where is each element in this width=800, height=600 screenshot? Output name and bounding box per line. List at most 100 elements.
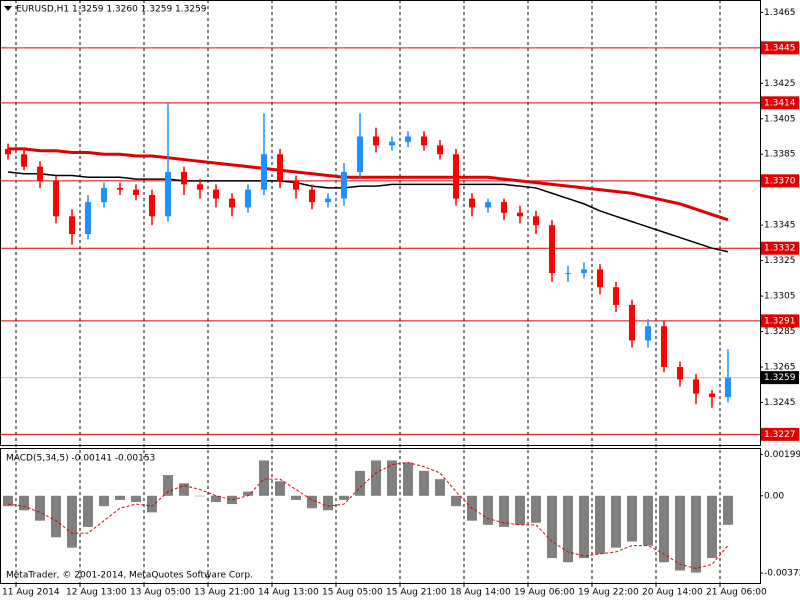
candle-body — [149, 195, 155, 217]
macd-bar — [51, 495, 61, 538]
macd-bar — [35, 495, 45, 521]
x-tick-label: 19 Aug 06:00 — [514, 588, 575, 598]
macd-bar — [179, 483, 189, 496]
macd-bar — [675, 495, 685, 571]
candle-body — [117, 187, 123, 190]
candle-body — [677, 366, 683, 380]
macd-bar — [163, 475, 173, 496]
macd-bar — [483, 495, 493, 525]
y-tick-label: 1.3265 — [764, 362, 796, 372]
candle-body — [485, 202, 491, 208]
macd-bar — [147, 495, 157, 513]
candle-body — [5, 148, 11, 155]
macd-bar — [627, 495, 637, 542]
level-label: 1.3414 — [764, 98, 796, 108]
candle-body — [565, 273, 571, 275]
level-label: 1.3332 — [764, 244, 796, 254]
macd-bar — [243, 491, 253, 496]
candle-body — [597, 269, 603, 288]
candle-body — [549, 225, 555, 274]
macd-bar — [307, 495, 317, 509]
macd-title: MACD(5,34,5) -0.00141 -0.00153 — [6, 454, 155, 464]
y-tick-label: 1.3405 — [764, 114, 796, 124]
x-tick-label: 15 Aug 05:00 — [322, 588, 383, 598]
macd-bar — [227, 495, 237, 505]
candle-body — [453, 154, 459, 199]
candle-body — [389, 141, 395, 146]
candle-body — [533, 216, 539, 226]
macd-bar — [291, 495, 301, 500]
candle-body — [469, 198, 475, 208]
candle-body — [101, 187, 107, 203]
macd-bar — [499, 495, 509, 527]
level-box — [761, 41, 799, 55]
macd-bar — [451, 495, 461, 507]
x-tick-label: 19 Aug 22:00 — [578, 588, 639, 598]
candle-body — [277, 154, 283, 181]
x-tick-label: 12 Aug 13:00 — [66, 588, 127, 598]
moving-average — [7, 171, 729, 253]
candle-body — [517, 212, 523, 217]
y-tick-label: 1.3425 — [764, 79, 796, 89]
candle-body — [197, 184, 203, 190]
candle-body — [581, 269, 587, 274]
macd-bar — [643, 495, 653, 546]
candle-body — [613, 287, 619, 305]
macd-bar — [339, 495, 349, 500]
macd-bar — [659, 495, 669, 563]
x-tick-label: 13 Aug 21:00 — [194, 588, 255, 598]
macd-bar — [259, 460, 269, 496]
x-tick-label: 18 Aug 14:00 — [450, 588, 511, 598]
macd-bar — [563, 495, 573, 563]
chart-header: EURUSD,H1 1.3259 1.3260 1.3259 1.3259 — [16, 5, 207, 15]
y-tick-label: 1.3325 — [764, 256, 796, 266]
footer: MetaTrader, © 2001-2014, MetaQuotes Soft… — [6, 571, 253, 581]
macd-bar — [611, 495, 621, 548]
candle-body — [133, 189, 139, 196]
macd-bar — [595, 495, 605, 554]
level-box — [761, 241, 799, 255]
candle-body — [693, 379, 699, 394]
candle-body — [53, 180, 59, 217]
y-tick-label: 1.3385 — [764, 150, 796, 160]
x-tick-label: 11 Aug 2014 — [2, 588, 60, 598]
last-price-box — [761, 371, 799, 385]
candle-body — [501, 202, 507, 213]
candle-body — [645, 326, 651, 341]
candle-body — [437, 145, 443, 155]
macd-y-tick-label: -0.00372 — [764, 569, 800, 579]
macd-bar — [355, 470, 365, 496]
candle-body — [341, 171, 347, 199]
macd-bar — [435, 479, 445, 496]
macd-frame — [0, 448, 761, 584]
macd-y-tick-label: 0.00199 — [764, 450, 800, 460]
candle-body — [629, 304, 635, 341]
macd-bar — [419, 470, 429, 496]
candle-body — [357, 136, 363, 172]
y-tick-label: 1.3465 — [764, 8, 796, 18]
candle-body — [37, 166, 43, 181]
x-tick-label: 20 Aug 14:00 — [642, 588, 703, 598]
candle-body — [421, 136, 427, 146]
macd-bar — [723, 495, 733, 525]
candle-body — [213, 189, 219, 199]
last-price-label: 1.3259 — [764, 373, 796, 383]
candle-body — [293, 180, 299, 190]
macd-bar — [371, 460, 381, 496]
level-label: 1.3291 — [764, 316, 796, 326]
candle-body — [85, 202, 91, 235]
candle-body — [709, 393, 715, 398]
candle-body — [69, 216, 75, 235]
macd-bar — [691, 495, 701, 573]
y-tick-label: 1.3345 — [764, 221, 796, 231]
macd-bar — [547, 495, 557, 559]
level-box — [761, 174, 799, 188]
level-label: 1.3370 — [764, 176, 796, 186]
macd-signal — [7, 462, 729, 569]
menu-icon[interactable] — [4, 6, 12, 11]
candle-body — [405, 136, 411, 142]
macd-bar — [115, 495, 125, 500]
level-box — [761, 314, 799, 328]
macd-bar — [19, 495, 29, 511]
